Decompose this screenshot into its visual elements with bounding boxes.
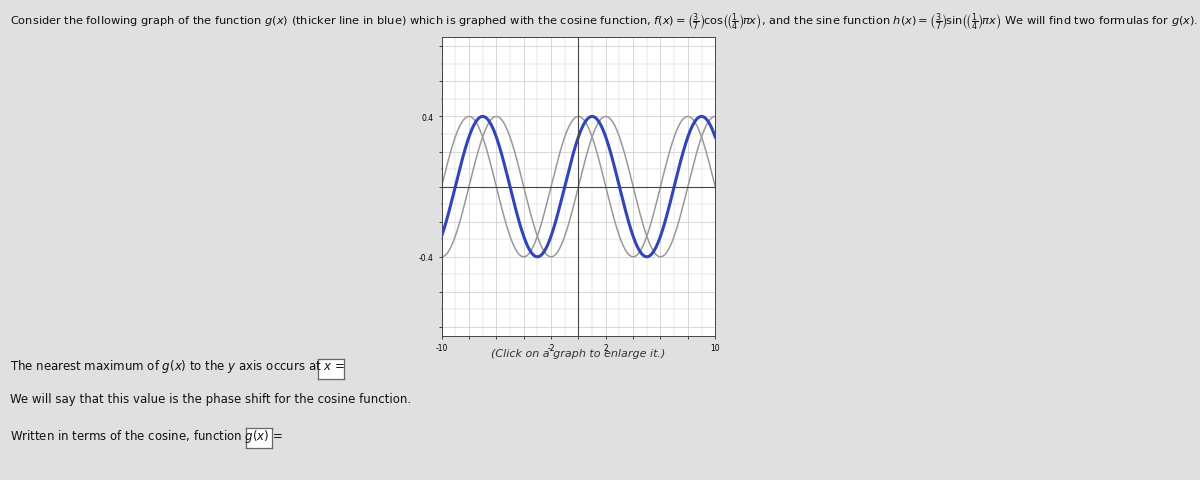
Text: The nearest maximum of $g(x)$ to the $y$ axis occurs at $x$ =: The nearest maximum of $g(x)$ to the $y$… (10, 358, 346, 374)
Text: Written in terms of the cosine, function $g(x)$ =: Written in terms of the cosine, function… (10, 427, 283, 444)
Text: Consider the following graph of the function $g(x)$ (thicker line in blue) which: Consider the following graph of the func… (10, 12, 1198, 33)
Text: We will say that this value is the phase shift for the cosine function.: We will say that this value is the phase… (10, 392, 410, 405)
Text: (Click on a graph to enlarge it.): (Click on a graph to enlarge it.) (491, 348, 666, 358)
